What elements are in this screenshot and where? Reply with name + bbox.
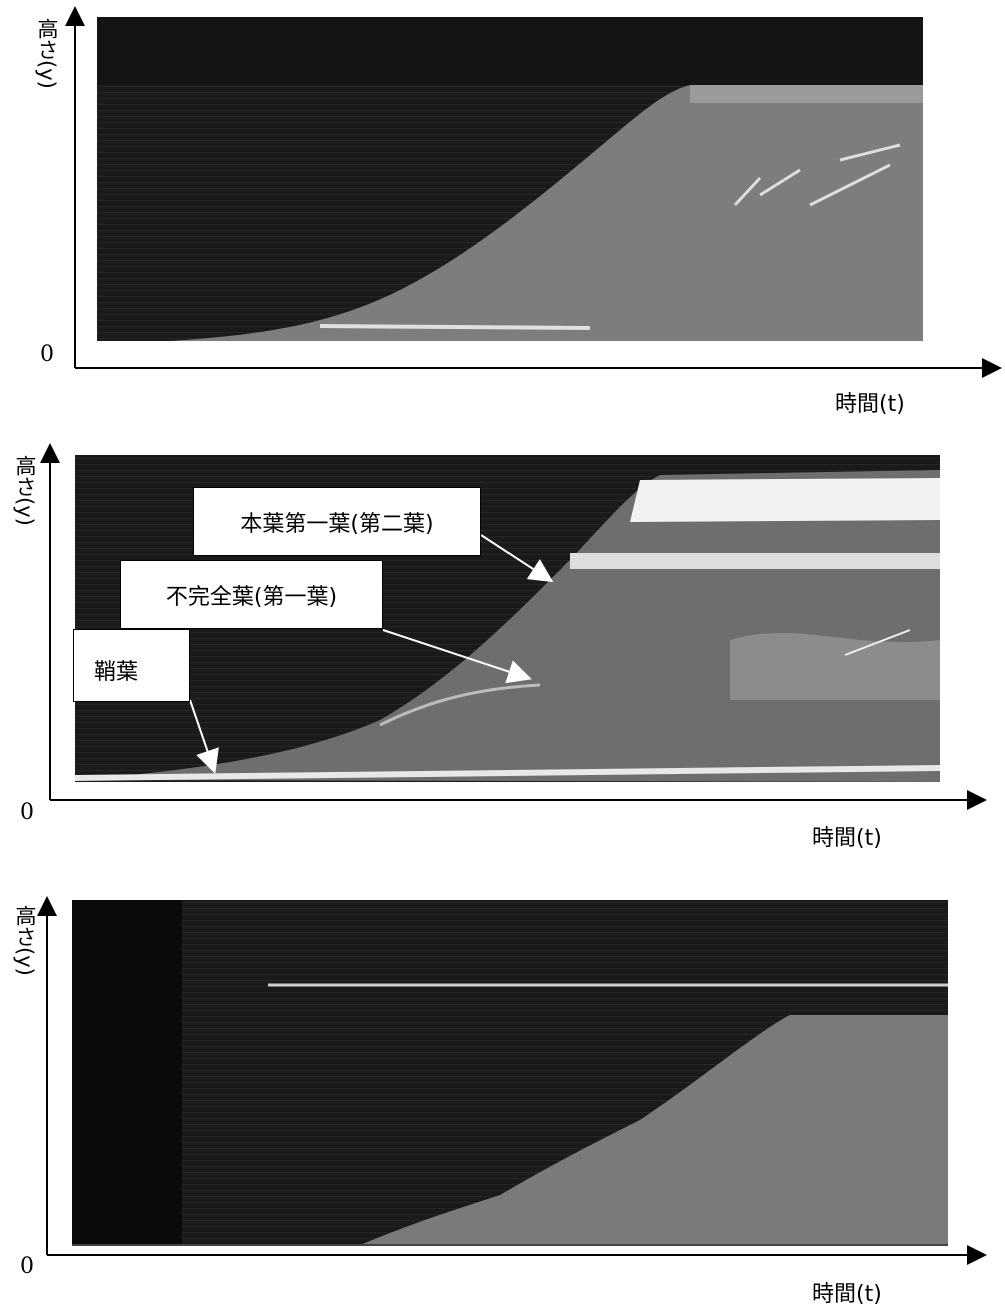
y-axis-label: 高さ(y) xyxy=(14,455,36,526)
figure: 高さ(y) 0 時間(t) 高さ(y) 0 時間(t) 本葉第一葉(第二葉) 不… xyxy=(0,0,1005,1305)
origin-label: 0 xyxy=(20,1254,34,1279)
y-axis-label: 高さ(y) xyxy=(36,18,58,89)
x-axis-label: 時間(t) xyxy=(812,1276,882,1305)
origin-label: 0 xyxy=(40,342,54,367)
callout: 本葉第一葉(第二葉) xyxy=(193,487,481,556)
origin-label: 0 xyxy=(20,800,34,825)
panel-1-image xyxy=(75,8,1000,368)
panel-3-image xyxy=(47,898,985,1255)
callout: 鞘葉 xyxy=(73,629,190,702)
callout: 不完全葉(第一葉) xyxy=(120,560,383,629)
x-axis-label: 時間(t) xyxy=(812,820,882,852)
x-axis-label: 時間(t) xyxy=(835,386,905,418)
y-axis-label: 高さ(y) xyxy=(14,905,36,976)
